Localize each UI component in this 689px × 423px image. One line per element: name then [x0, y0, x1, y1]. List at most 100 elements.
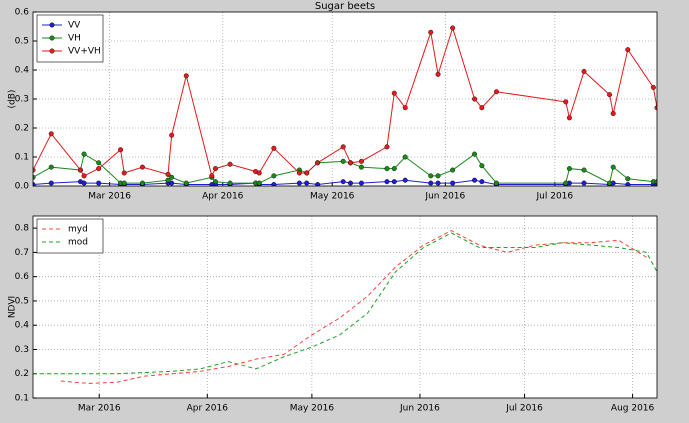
marker	[563, 180, 569, 186]
series-group	[33, 229, 657, 384]
marker	[435, 173, 441, 179]
marker	[256, 170, 262, 176]
marker	[358, 158, 364, 164]
marker	[391, 90, 397, 96]
marker	[271, 173, 277, 179]
legend-marker	[49, 22, 55, 28]
legend-marker	[49, 35, 55, 41]
marker	[304, 180, 310, 186]
marker	[209, 173, 215, 179]
marker	[384, 166, 390, 172]
marker	[479, 163, 485, 169]
x-tick-label: Jul 2016	[536, 192, 574, 202]
x-tick-label: Apr 2016	[202, 192, 244, 202]
y-axis-label: (dB)	[8, 90, 18, 109]
legend-box	[36, 218, 104, 254]
marker	[566, 115, 572, 121]
marker	[315, 182, 321, 186]
x-tick-label: Jun 2016	[424, 192, 465, 202]
marker	[428, 29, 434, 35]
y-tick-label: 0.2	[15, 369, 29, 379]
marker	[139, 180, 145, 186]
marker	[358, 164, 364, 170]
legend-label: VH	[68, 34, 81, 44]
x-tick-label: Apr 2016	[187, 404, 229, 414]
marker	[121, 180, 127, 186]
plot-area	[33, 12, 657, 186]
marker	[625, 182, 631, 186]
marker	[581, 68, 587, 74]
marker	[450, 180, 456, 186]
marker	[81, 173, 87, 179]
marker	[472, 96, 478, 102]
legend-label: mod	[68, 238, 88, 248]
marker	[118, 147, 124, 153]
marker	[479, 179, 485, 185]
marker	[340, 144, 346, 150]
marker	[304, 170, 310, 176]
marker	[472, 177, 478, 183]
series-group	[33, 25, 657, 186]
marker	[625, 47, 631, 53]
series-line	[33, 153, 657, 184]
marker	[212, 179, 218, 185]
marker	[402, 105, 408, 111]
x-tick-label: Jun 2016	[399, 404, 440, 414]
marker	[391, 179, 397, 185]
y-tick-label: 0.0	[15, 182, 30, 192]
marker	[581, 167, 587, 173]
x-tick-label: Jul 2016	[505, 404, 543, 414]
marker	[650, 84, 656, 90]
marker	[81, 180, 87, 186]
marker	[340, 158, 346, 164]
marker	[296, 170, 302, 176]
x-tick-label: May 2016	[290, 404, 335, 414]
marker	[428, 173, 434, 179]
legend-label: VV	[68, 21, 81, 31]
marker	[347, 160, 353, 166]
marker	[384, 179, 390, 185]
x-tick-label: Mar 2016	[78, 404, 121, 414]
marker	[610, 110, 616, 116]
marker	[435, 71, 441, 77]
marker	[169, 174, 175, 180]
marker	[479, 105, 485, 111]
marker	[315, 160, 321, 166]
y-tick-label: 0.3	[15, 95, 29, 105]
y-tick-label: 0.7	[15, 248, 29, 258]
marker	[607, 180, 613, 186]
marker	[256, 180, 262, 186]
marker	[384, 144, 390, 150]
marker	[96, 180, 102, 186]
legend-marker	[49, 48, 55, 54]
marker	[450, 25, 456, 31]
y-tick-label: 0.1	[15, 394, 29, 404]
marker	[358, 180, 364, 186]
marker	[493, 180, 499, 186]
y-tick-label: 0.6	[15, 8, 30, 18]
legend-label: myd	[68, 225, 88, 235]
marker	[581, 180, 587, 186]
y-tick-label: 0.8	[15, 224, 30, 234]
y-tick-label: 0.2	[15, 124, 29, 134]
y-tick-label: 0.4	[15, 66, 30, 76]
marker	[610, 164, 616, 170]
x-tick-label: Mar 2016	[88, 192, 131, 202]
y-axis-label: NDVI	[8, 296, 18, 318]
marker	[607, 92, 613, 98]
marker	[165, 171, 171, 177]
marker	[271, 182, 277, 186]
marker	[340, 179, 346, 185]
marker	[165, 177, 171, 183]
plot-frame	[32, 11, 658, 187]
marker	[563, 99, 569, 105]
marker	[48, 131, 54, 137]
series-line	[33, 232, 657, 375]
marker	[654, 179, 657, 185]
marker	[183, 180, 189, 186]
marker	[169, 180, 175, 186]
x-tick-label: Aug 2016	[611, 404, 655, 414]
y-tick-label: 0.5	[15, 296, 29, 306]
marker	[96, 160, 102, 166]
